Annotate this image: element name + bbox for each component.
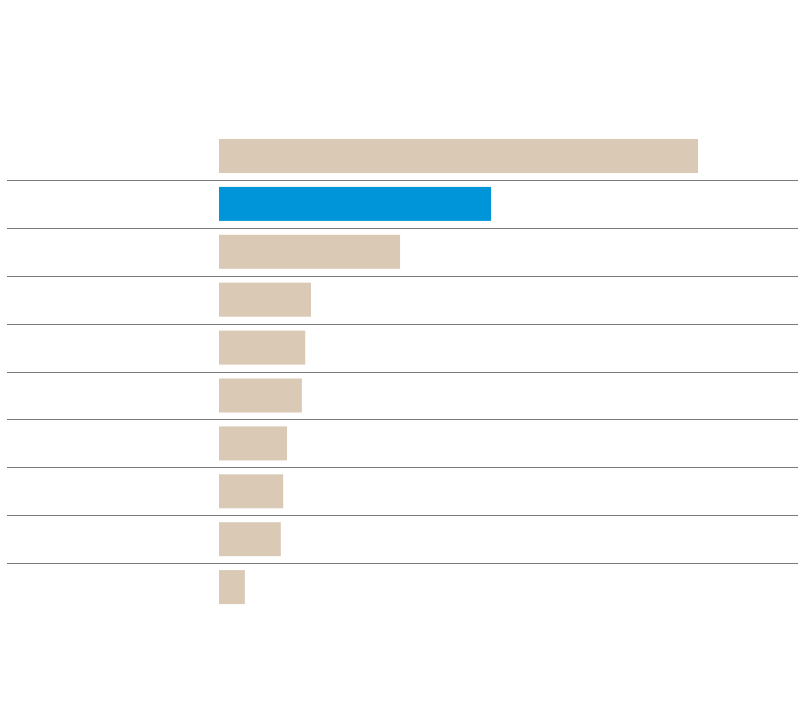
bar (219, 474, 284, 509)
bar (219, 282, 311, 317)
bar (219, 139, 698, 173)
bar (219, 186, 492, 221)
bar (219, 330, 306, 365)
bar (219, 522, 281, 557)
bar (219, 234, 401, 269)
bar (219, 426, 288, 461)
bar (219, 378, 302, 413)
bar (219, 570, 245, 605)
